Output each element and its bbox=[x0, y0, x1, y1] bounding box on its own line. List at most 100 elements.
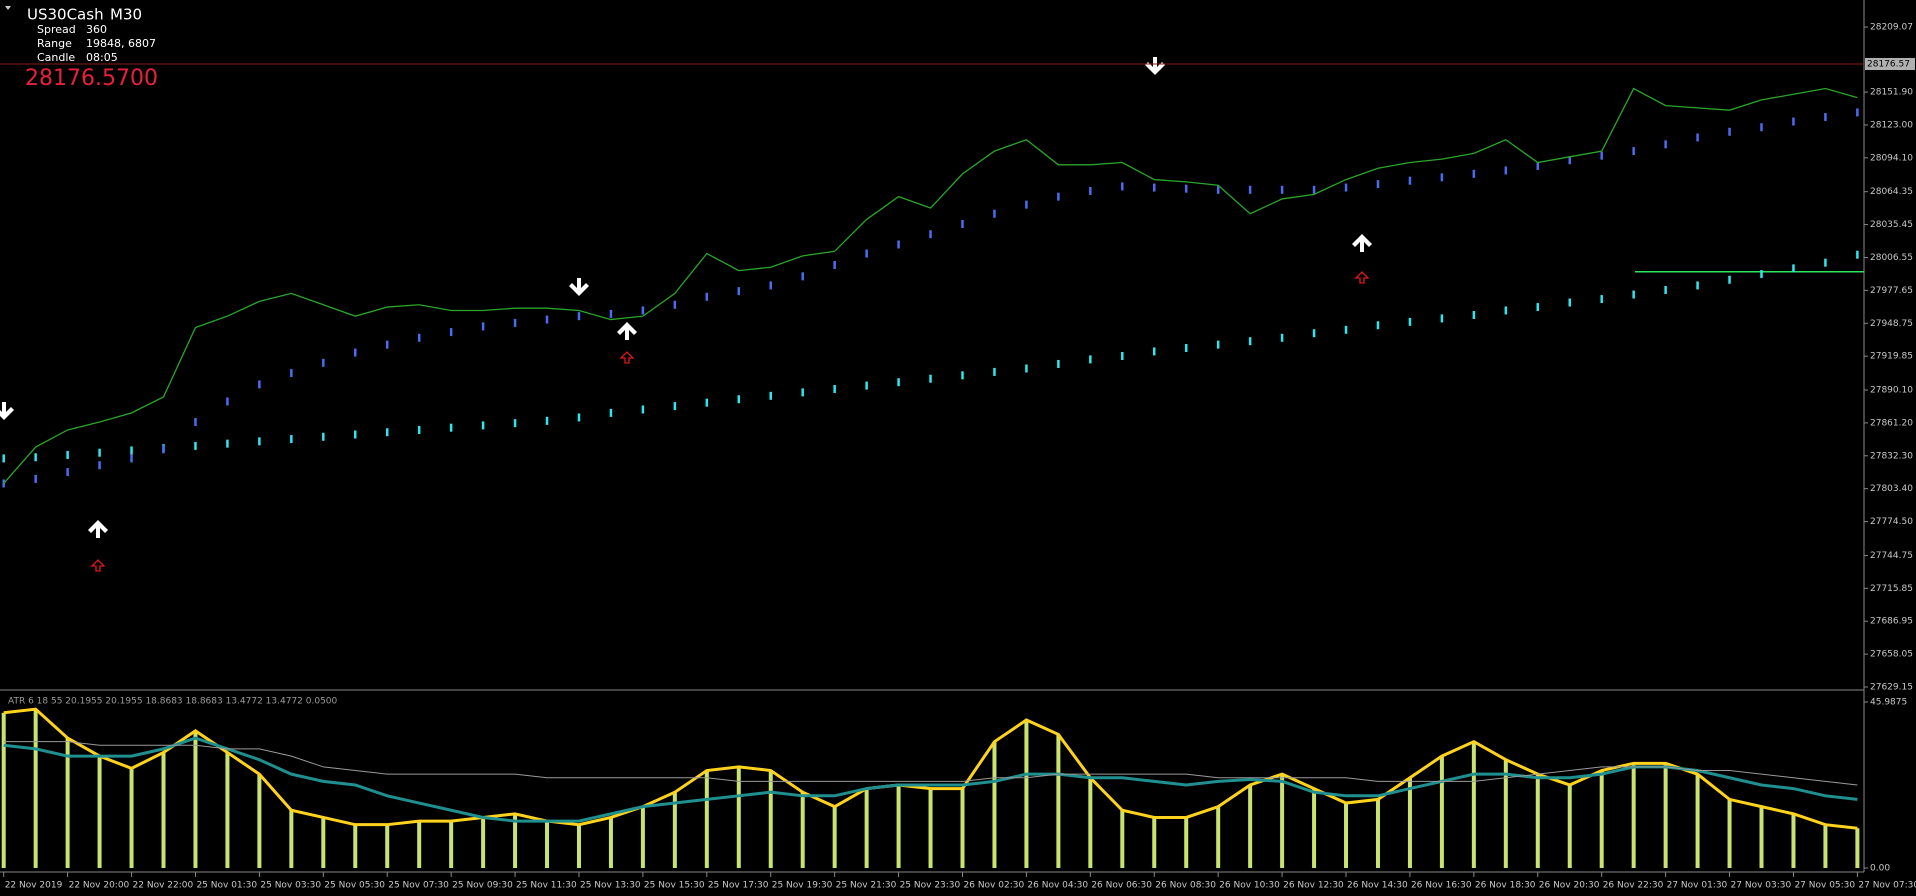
atr-bar bbox=[1216, 806, 1221, 868]
atr-bar bbox=[960, 788, 965, 868]
atr-bar bbox=[768, 770, 773, 868]
atr-bar bbox=[385, 824, 390, 868]
x-tick-label: 26 Nov 20:30 bbox=[1539, 881, 1600, 891]
x-tick-label: 25 Nov 15:30 bbox=[644, 881, 705, 891]
y-tick-label: 28064.35 bbox=[1870, 187, 1913, 197]
atr-bar bbox=[1503, 759, 1508, 868]
y-tick-label: 28006.55 bbox=[1870, 253, 1913, 263]
atr-bar bbox=[896, 784, 901, 868]
atr-bar bbox=[1248, 784, 1253, 868]
x-tick-label: 27 Nov 01:30 bbox=[1667, 881, 1728, 891]
y-tick-label: 27803.40 bbox=[1870, 484, 1913, 494]
alert-arrows bbox=[90, 271, 1370, 572]
atr-bar bbox=[832, 806, 837, 868]
atr-bar bbox=[736, 766, 741, 868]
atr-bar bbox=[1056, 734, 1061, 868]
atr-bar bbox=[1567, 784, 1572, 868]
x-tick-label: 26 Nov 10:30 bbox=[1219, 881, 1280, 891]
candle-label: Candle bbox=[37, 51, 75, 64]
x-tick-label: 27 Nov 05:30 bbox=[1794, 881, 1855, 891]
y-tick-label: 27948.75 bbox=[1870, 319, 1913, 329]
y-tick-label: 28151.90 bbox=[1870, 88, 1913, 98]
x-tick-label: 26 Nov 18:30 bbox=[1475, 881, 1536, 891]
x-tick-label: 27 Nov 03:30 bbox=[1731, 881, 1792, 891]
y-tick-label: 27715.85 bbox=[1870, 584, 1913, 594]
y-tick-label: 27919.85 bbox=[1870, 352, 1913, 362]
y-tick-label: 28094.10 bbox=[1870, 153, 1913, 163]
x-tick-label: 25 Nov 19:30 bbox=[772, 881, 833, 891]
atr-title: ATR 6 18 55 20.1955 20.1955 18.8683 18.8… bbox=[8, 697, 338, 707]
atr-bar bbox=[1727, 799, 1732, 868]
y-tick-label: 27832.30 bbox=[1870, 451, 1913, 461]
y-tick-label: 27686.95 bbox=[1870, 617, 1913, 627]
atr-bar bbox=[1695, 774, 1700, 868]
atr-bar bbox=[704, 770, 709, 868]
y-tick-label: 27861.20 bbox=[1870, 418, 1913, 428]
range: 19848, 6807 bbox=[86, 37, 156, 50]
y-tick-label: 28035.45 bbox=[1870, 220, 1913, 230]
x-tick-label: 26 Nov 16:30 bbox=[1411, 881, 1472, 891]
atr-bar bbox=[864, 788, 869, 868]
price-line bbox=[3, 87, 1858, 484]
atr-bar bbox=[576, 824, 581, 868]
atr-bar bbox=[449, 821, 454, 868]
x-tick-label: 26 Nov 14:30 bbox=[1347, 881, 1408, 891]
buy-arrow bbox=[617, 322, 637, 340]
atr-bar bbox=[97, 756, 102, 868]
price-tag bbox=[1865, 57, 1915, 70]
atr-bar bbox=[257, 774, 262, 868]
alert-arrow bbox=[1354, 271, 1370, 284]
x-tick-label: 26 Nov 06:30 bbox=[1091, 881, 1152, 891]
atr-bar bbox=[545, 821, 550, 868]
atr-bar bbox=[1791, 813, 1796, 868]
atr-bar bbox=[1823, 824, 1828, 868]
x-tick-label: 26 Nov 08:30 bbox=[1155, 881, 1216, 891]
atr-bar bbox=[608, 817, 613, 868]
atr-bar bbox=[513, 813, 518, 868]
menu-triangle[interactable] bbox=[5, 6, 11, 10]
atr-bar bbox=[481, 817, 486, 868]
atr-bar bbox=[672, 792, 677, 868]
x-tick-label: 25 Nov 07:30 bbox=[388, 881, 449, 891]
y-tick-label: 45.9875 bbox=[1870, 698, 1907, 708]
atr-bar bbox=[992, 741, 997, 868]
atr-bar bbox=[1855, 828, 1860, 868]
y-tick-label: 27658.05 bbox=[1870, 650, 1913, 660]
atr-bar bbox=[928, 788, 933, 868]
buy-arrow bbox=[1352, 234, 1372, 252]
atr-bar bbox=[1344, 803, 1349, 868]
spread-label: Spread bbox=[37, 23, 76, 36]
atr-bar bbox=[1, 712, 6, 868]
signal-line bbox=[3, 741, 1858, 786]
atr-bar bbox=[1471, 741, 1476, 868]
x-tick-label: 25 Nov 11:30 bbox=[516, 881, 577, 891]
candle: 08:05 bbox=[86, 51, 118, 64]
x-tick-label: 25 Nov 05:30 bbox=[324, 881, 385, 891]
atr-bar bbox=[1088, 777, 1093, 868]
x-tick-label: 27 Nov 07:30 bbox=[1858, 881, 1916, 891]
atr-bar bbox=[225, 752, 230, 868]
bid-price: 28176.5700 bbox=[25, 66, 158, 91]
y-tick-label: 27774.50 bbox=[1870, 517, 1913, 527]
y-tick-label: 27977.65 bbox=[1870, 286, 1913, 296]
x-tick-label: 25 Nov 17:30 bbox=[708, 881, 769, 891]
atr-bar bbox=[129, 768, 134, 868]
buy-arrow bbox=[88, 520, 108, 538]
atr-bar bbox=[353, 824, 358, 868]
x-tick-label: 26 Nov 22:30 bbox=[1603, 881, 1664, 891]
price-tag-label: 28176.57 bbox=[1867, 59, 1910, 69]
signal-arrows bbox=[0, 57, 1372, 538]
x-tick-label: 26 Nov 02:30 bbox=[964, 881, 1025, 891]
atr-bar bbox=[1631, 763, 1636, 868]
atr-bar bbox=[1184, 817, 1189, 868]
atr-bar bbox=[1312, 788, 1317, 868]
x-tick-label: 26 Nov 12:30 bbox=[1283, 881, 1344, 891]
x-tick-label: 25 Nov 13:30 bbox=[580, 881, 641, 891]
x-tick-label: 22 Nov 2019 bbox=[5, 881, 63, 891]
atr-bar bbox=[1024, 720, 1029, 868]
alert-arrow bbox=[90, 559, 106, 572]
x-tick-label: 22 Nov 22:00 bbox=[133, 881, 194, 891]
atr-bar bbox=[1759, 806, 1764, 868]
